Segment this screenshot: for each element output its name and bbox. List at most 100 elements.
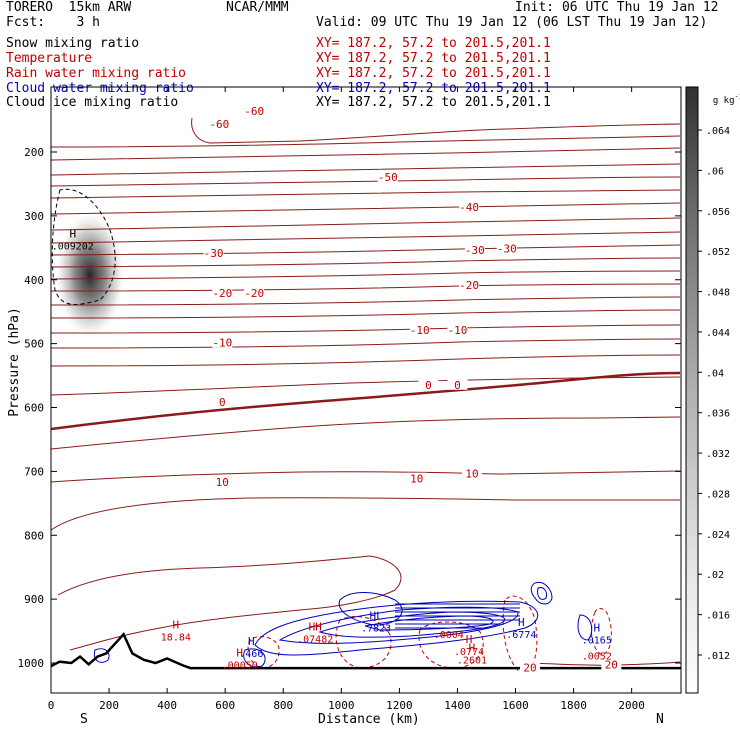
isotherm-line	[51, 176, 681, 187]
isotherm-line	[51, 270, 681, 280]
colorbar-tick-label: .028	[706, 489, 730, 500]
isotherm-line	[51, 217, 681, 231]
isotherm-line	[51, 296, 681, 306]
extremum-value: .0004	[434, 630, 464, 641]
contour-label: -10	[448, 324, 468, 337]
contour-label: -20	[459, 279, 479, 292]
contour-label: -60	[244, 105, 264, 118]
colorbar: .012 .016 .02 .024 .028 .032 .036 .04 .044 .048 .0…	[685, 86, 730, 694]
isotherm-line	[51, 338, 681, 349]
extremum-mark: H	[518, 616, 525, 629]
cloud-contour	[243, 648, 266, 668]
legend-cloudwater-xy: XY= 187.2, 57.2 to 201.5,201.1	[316, 81, 551, 96]
rain-contour	[247, 636, 280, 669]
contour-label-bg	[209, 118, 230, 130]
extremum-value: .2601	[457, 655, 487, 666]
cloud-water-contours	[93, 581, 593, 668]
legend-temperature-xy: XY= 187.2, 57.2 to 201.5,201.1	[316, 51, 551, 66]
legend-cloudice-xy: XY= 187.2, 57.2 to 201.5,201.1	[316, 95, 551, 110]
contour-labels: -60 -60 -50 -40 -30 -30 -30 -20 -20 -20 -10 -10 -10 0…	[52, 104, 622, 675]
cloud-contour	[530, 581, 553, 605]
extremum-value: .7823	[361, 623, 391, 634]
extremum-value: 18.84	[161, 632, 191, 643]
extremum-value: .0052	[582, 652, 612, 663]
colorbar-tick-label: .052	[706, 247, 730, 258]
colorbar-tick-label: .056	[706, 207, 730, 218]
extremum-value: .0774	[454, 647, 484, 658]
contour-label-bg	[212, 286, 233, 298]
isotherm-line	[51, 309, 681, 319]
isotherm-line	[51, 147, 681, 161]
colorbar-tick-label: .04	[706, 368, 724, 379]
x-axis-title: Distance (km)	[318, 712, 420, 727]
contour-label-bg	[496, 242, 517, 254]
contour-label-bg	[464, 244, 485, 256]
extremum-value: .00050	[222, 660, 258, 671]
colorbar-ramp	[685, 86, 699, 694]
isotherm-line	[51, 135, 681, 148]
contour-label-bg	[409, 323, 430, 335]
contour-label-bg	[418, 378, 439, 390]
contour-label: 20	[605, 659, 618, 672]
isotherm-line	[51, 470, 681, 483]
isotherm-line	[51, 244, 681, 256]
contour-label-bg	[244, 104, 265, 116]
isotherm-line	[191, 117, 681, 144]
isotherm-line	[57, 555, 402, 651]
x-tick-label: 600	[215, 699, 235, 712]
colorbar-unit: g kg-1	[702, 84, 740, 106]
contour-label-bg	[601, 658, 622, 670]
rain-contour	[335, 616, 392, 669]
isotherm-line	[51, 202, 681, 215]
isotherm-line	[51, 376, 681, 396]
contour-label: -30	[204, 247, 224, 260]
contour-label: 0	[219, 396, 226, 409]
contour-label: 10	[410, 473, 423, 486]
colorbar-tick-label: .036	[706, 409, 730, 420]
x-tick-label: 1600	[502, 699, 529, 712]
x-tick-label: 0	[48, 699, 55, 712]
extremum-value: .07482	[297, 634, 333, 645]
x-tick-label: 800	[273, 699, 293, 712]
y-tick-label: 600	[24, 402, 44, 415]
contour-label-bg	[447, 378, 468, 390]
colorbar-unit-text: g kg	[712, 96, 735, 106]
contour-label: -10	[410, 324, 430, 337]
contour-label: 20	[523, 662, 536, 675]
cloud-contour	[395, 603, 520, 629]
contour-label: 0	[454, 379, 461, 392]
y-tick-label: 700	[24, 465, 44, 478]
contour-label: -20	[212, 287, 232, 300]
cloud-contour	[537, 587, 547, 601]
contour-label: -60	[209, 118, 229, 131]
contour-label-bg	[203, 247, 224, 259]
x-tick-label: 2000	[618, 699, 645, 712]
plot-frame	[50, 86, 682, 694]
snow-shading	[56, 213, 124, 337]
axes: 0 200 400 600 800 1000 1200 1400 1600 1800 2000200…	[18, 87, 681, 712]
y-tick-label: 900	[24, 593, 44, 606]
extremum-mark: HL	[370, 609, 384, 622]
isotherm-line	[51, 497, 680, 531]
legend-cloudwater-name: Cloud water mixing ratio	[6, 81, 194, 96]
y-tick-label: 1000	[18, 657, 45, 670]
extremum-mark: H	[69, 227, 76, 240]
colorbar-tick-label: .02	[706, 570, 724, 581]
contour-label: -50	[378, 171, 398, 184]
y-tick-label: 200	[24, 146, 44, 159]
rain-water-contours	[51, 188, 612, 673]
x-tick-label: 400	[157, 699, 177, 712]
y-tick-label: 400	[24, 274, 44, 287]
extremum-value: .009202	[52, 241, 94, 252]
extremum-mark: H	[466, 633, 473, 646]
legend-cloudice-name: Cloud ice mixing ratio	[6, 95, 179, 110]
x-tick-label: 200	[99, 699, 119, 712]
contour-label-bg	[244, 286, 265, 298]
legend-temperature-name: Temperature	[6, 51, 93, 66]
colorbar-tick-label: .032	[706, 449, 730, 460]
extremum-value: .466	[239, 649, 263, 660]
freezing-isotherm	[51, 371, 681, 431]
colorbar-tick-label: .048	[706, 288, 730, 299]
isotherm-line	[51, 257, 681, 268]
cloud-contour	[254, 600, 538, 656]
